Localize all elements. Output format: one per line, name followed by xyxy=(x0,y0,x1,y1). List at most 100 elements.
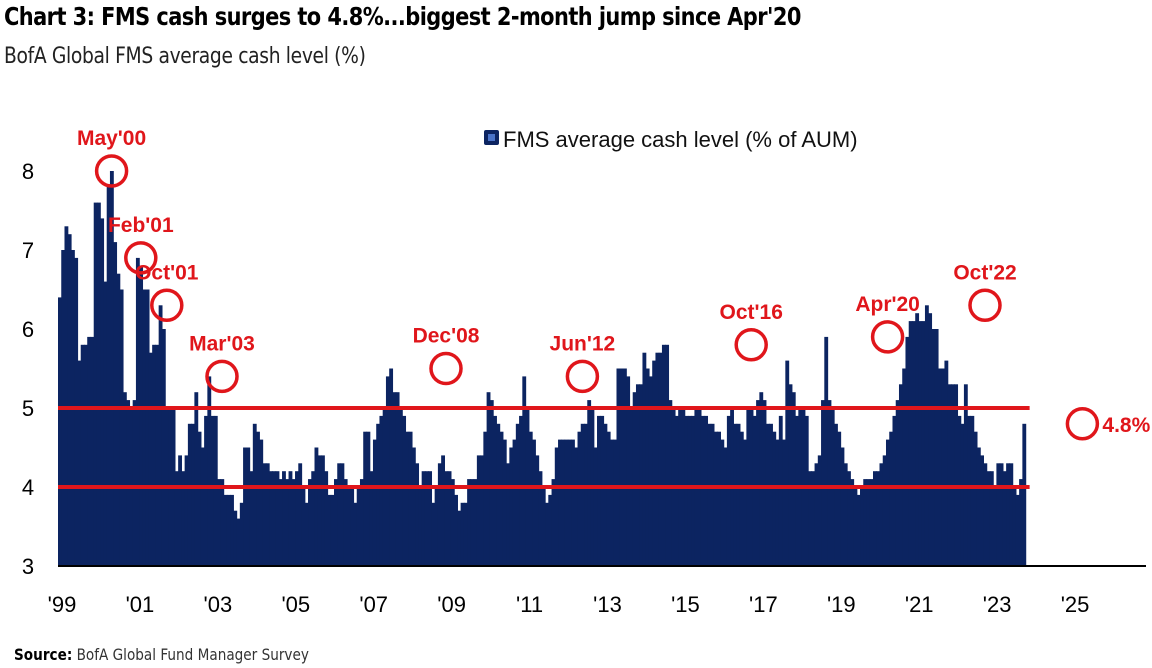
bar xyxy=(58,297,62,566)
bar xyxy=(885,439,890,566)
bar xyxy=(392,392,397,566)
bar xyxy=(808,471,812,566)
bar xyxy=(441,455,445,566)
annotation-label: Apr'20 xyxy=(855,293,920,316)
bar xyxy=(460,502,465,566)
bar xyxy=(960,423,965,566)
legend: FMS average cash level (% of AUM) xyxy=(484,127,858,152)
bar xyxy=(343,479,348,566)
bar xyxy=(77,360,82,566)
bar xyxy=(775,439,780,566)
bar xyxy=(152,344,157,566)
bar xyxy=(275,471,280,566)
bar xyxy=(359,479,364,566)
bar xyxy=(109,171,114,566)
bar xyxy=(269,471,273,566)
bar xyxy=(652,360,657,566)
bar xyxy=(869,479,874,566)
bar xyxy=(1012,487,1017,566)
bar xyxy=(350,487,355,566)
bars-group xyxy=(58,171,1027,567)
bar xyxy=(470,479,475,566)
bar xyxy=(973,431,978,566)
bar xyxy=(554,447,559,566)
annotation-label: Oct'22 xyxy=(953,261,1016,284)
bar xyxy=(584,423,588,566)
bar xyxy=(259,439,264,566)
bar xyxy=(405,431,410,566)
bar xyxy=(613,439,618,566)
bar xyxy=(499,431,504,566)
bar xyxy=(226,494,231,566)
bar xyxy=(483,431,488,566)
bar xyxy=(415,463,420,566)
bar xyxy=(454,494,458,566)
annotation-label: Dec'08 xyxy=(413,325,480,348)
bar xyxy=(882,455,887,566)
bar xyxy=(756,400,760,566)
bar xyxy=(658,352,663,566)
bar xyxy=(879,463,884,566)
bar xyxy=(321,455,325,566)
bar xyxy=(687,415,692,566)
bar xyxy=(184,455,189,566)
bar xyxy=(249,471,254,566)
bar xyxy=(301,487,306,566)
bar xyxy=(795,415,799,566)
bar xyxy=(713,431,718,566)
bar xyxy=(674,415,679,566)
bar xyxy=(941,368,946,566)
bar xyxy=(256,431,260,566)
bar xyxy=(191,423,195,566)
bar xyxy=(791,392,796,566)
bar xyxy=(496,423,501,566)
bar xyxy=(827,400,832,566)
bar xyxy=(769,423,773,566)
bar xyxy=(834,423,838,566)
bar xyxy=(181,471,186,566)
bar xyxy=(934,329,939,566)
bar xyxy=(993,487,997,566)
bar xyxy=(950,384,955,566)
bar xyxy=(421,471,426,566)
y-tick-label: 3 xyxy=(22,554,34,579)
bar xyxy=(765,423,770,566)
bar xyxy=(645,368,650,566)
bar xyxy=(515,423,520,566)
bar xyxy=(285,479,290,566)
x-tick-label: '13 xyxy=(593,592,622,617)
bar xyxy=(866,479,871,566)
x-tick-label: '99 xyxy=(48,592,77,617)
bar xyxy=(905,336,910,566)
bar xyxy=(967,415,972,566)
bar xyxy=(853,487,858,566)
bar xyxy=(356,487,361,566)
bar xyxy=(580,423,585,566)
bar xyxy=(444,471,449,566)
bar xyxy=(1006,463,1010,566)
annotation-label: Oct'01 xyxy=(135,261,199,284)
bar xyxy=(908,321,913,566)
bar xyxy=(428,471,433,566)
bar xyxy=(324,471,329,566)
bar xyxy=(986,471,991,566)
bar xyxy=(217,479,221,566)
bar xyxy=(622,368,627,566)
x-tick-label: '07 xyxy=(359,592,388,617)
bar xyxy=(752,415,757,566)
bar xyxy=(947,384,952,566)
bar xyxy=(538,471,543,566)
bar xyxy=(502,439,507,566)
bar xyxy=(863,479,868,566)
bar xyxy=(512,439,517,566)
bar xyxy=(723,447,728,566)
bar xyxy=(366,431,371,566)
bar xyxy=(246,447,251,566)
source-label: Source: xyxy=(14,645,73,664)
bar xyxy=(892,415,897,566)
bar xyxy=(80,344,85,566)
bar xyxy=(609,439,614,566)
bar xyxy=(824,336,829,566)
bar xyxy=(564,439,569,566)
bar xyxy=(739,431,744,566)
